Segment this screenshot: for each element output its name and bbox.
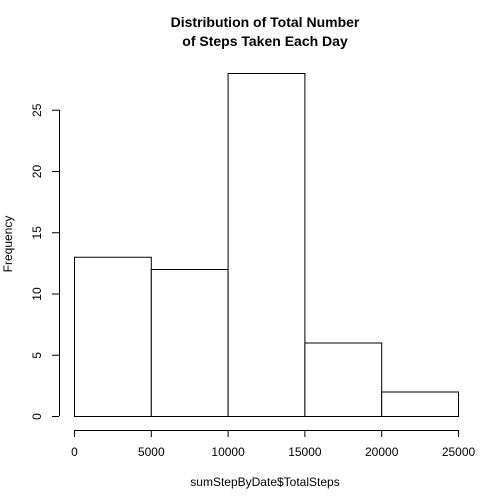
histogram-bar [74, 256, 152, 417]
x-axis-label: sumStepByDate$TotalSteps [190, 475, 339, 489]
histogram-bar [304, 342, 383, 417]
x-tick-label: 10000 [211, 445, 245, 459]
histogram-bar [150, 269, 229, 417]
y-tick-label: 0 [30, 413, 44, 420]
x-tick-label: 25000 [442, 445, 476, 459]
y-axis-label: Frequency [1, 216, 15, 273]
y-tick-label: 5 [30, 352, 44, 359]
y-tick-label: 25 [30, 103, 44, 117]
y-tick-label: 20 [30, 165, 44, 179]
x-tick-label: 0 [71, 445, 78, 459]
y-axis: 0 5 10 15 20 25 [30, 103, 60, 420]
y-tick-label: 10 [30, 287, 44, 301]
chart-title-line-2: of Steps Taken Each Day [182, 33, 348, 49]
histogram-bar [227, 73, 306, 417]
histogram-bars [74, 73, 460, 417]
x-tick-label: 5000 [138, 445, 165, 459]
x-tick-label: 15000 [288, 445, 322, 459]
y-tick-label: 15 [30, 226, 44, 240]
chart-title-line-1: Distribution of Total Number [171, 14, 360, 30]
histogram-bar [381, 391, 460, 417]
x-axis: 0 5000 10000 15000 20000 25000 [71, 430, 476, 459]
x-tick-label: 20000 [365, 445, 399, 459]
